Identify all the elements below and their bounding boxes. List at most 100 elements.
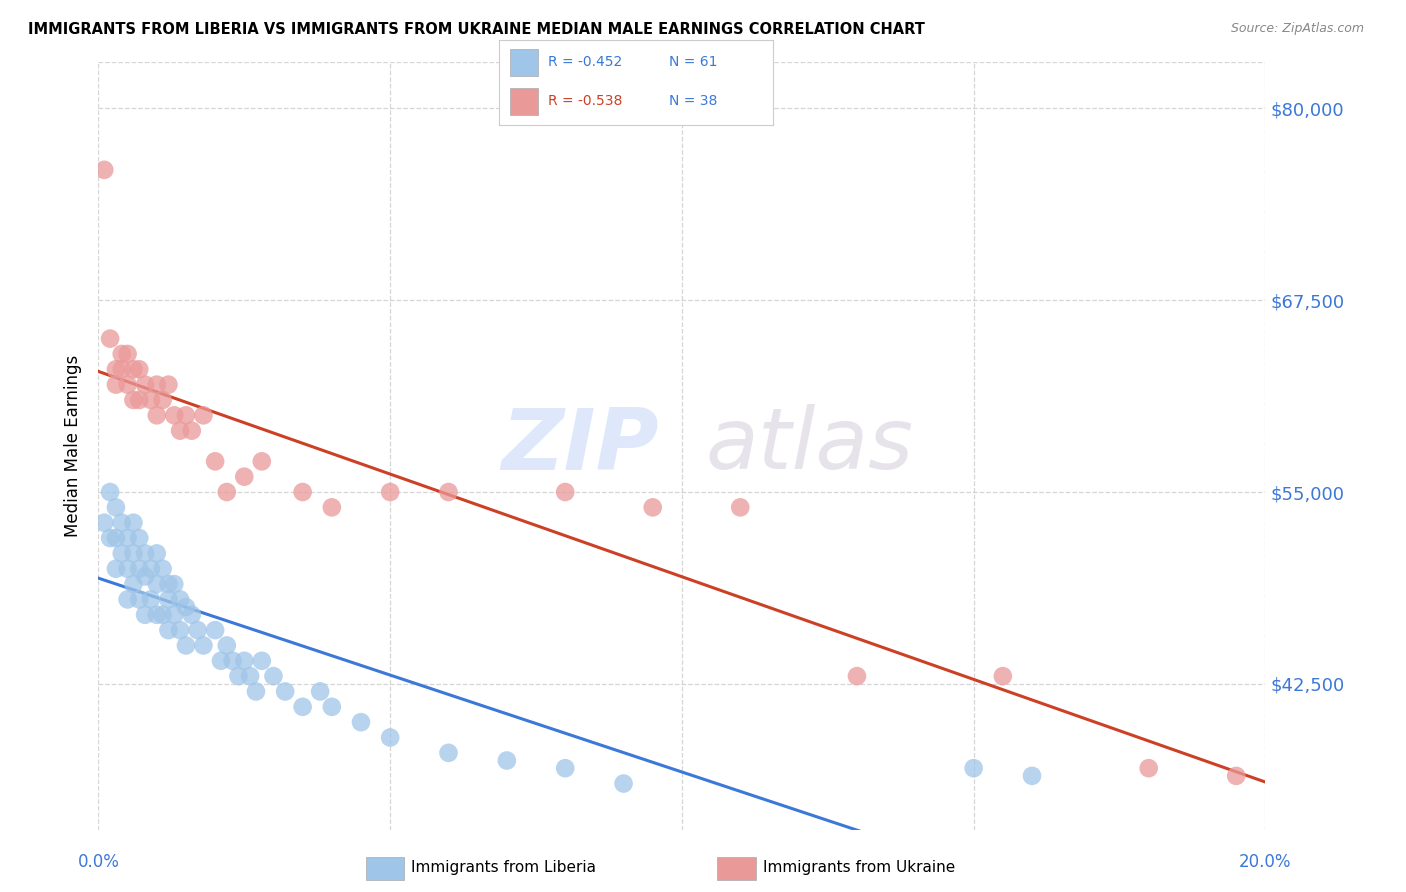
Point	[146, 409, 169, 423]
Point	[157, 377, 180, 392]
Point	[163, 577, 186, 591]
Point	[180, 424, 202, 438]
Point	[169, 623, 191, 637]
Point	[117, 562, 139, 576]
Point	[991, 669, 1014, 683]
Point	[962, 761, 984, 775]
Point	[122, 392, 145, 407]
Point	[174, 639, 197, 653]
Point	[122, 362, 145, 376]
Point	[193, 409, 215, 423]
Point	[93, 162, 115, 177]
Point	[187, 623, 209, 637]
Point	[193, 639, 215, 653]
Point	[152, 562, 174, 576]
Point	[134, 377, 156, 392]
Point	[111, 347, 134, 361]
Point	[1225, 769, 1247, 783]
Bar	[510, 49, 537, 76]
Point	[139, 562, 162, 576]
Point	[554, 485, 576, 500]
Point	[93, 516, 115, 530]
Point	[128, 531, 150, 545]
Point	[1021, 769, 1043, 783]
Point	[111, 362, 134, 376]
Point	[152, 392, 174, 407]
Point	[117, 347, 139, 361]
Bar	[510, 87, 537, 115]
Bar	[717, 857, 756, 880]
Point	[104, 531, 127, 545]
Text: ZIP: ZIP	[501, 404, 658, 488]
Point	[215, 639, 238, 653]
Point	[146, 607, 169, 622]
Point	[245, 684, 267, 698]
Point	[152, 607, 174, 622]
Point	[250, 454, 273, 468]
Point	[437, 485, 460, 500]
Point	[204, 623, 226, 637]
Text: R = -0.538: R = -0.538	[548, 95, 623, 108]
Point	[104, 377, 127, 392]
Point	[128, 362, 150, 376]
Bar	[366, 857, 405, 880]
Point	[117, 592, 139, 607]
Point	[139, 392, 162, 407]
Point	[437, 746, 460, 760]
Point	[117, 531, 139, 545]
Point	[180, 607, 202, 622]
Point	[291, 699, 314, 714]
Text: atlas: atlas	[706, 404, 914, 488]
Text: Immigrants from Liberia: Immigrants from Liberia	[412, 860, 596, 875]
Point	[209, 654, 232, 668]
Point	[233, 654, 256, 668]
Text: Source: ZipAtlas.com: Source: ZipAtlas.com	[1230, 22, 1364, 36]
Point	[134, 546, 156, 560]
Point	[612, 776, 634, 790]
Point	[104, 362, 127, 376]
Point	[128, 592, 150, 607]
Point	[350, 715, 373, 730]
Point	[157, 592, 180, 607]
Point	[380, 731, 402, 745]
Point	[174, 600, 197, 615]
Y-axis label: Median Male Earnings: Median Male Earnings	[65, 355, 83, 537]
Point	[554, 761, 576, 775]
Point	[122, 577, 145, 591]
Point	[174, 409, 197, 423]
Point	[169, 424, 191, 438]
Point	[146, 577, 169, 591]
Point	[111, 546, 134, 560]
Point	[262, 669, 284, 683]
Point	[117, 377, 139, 392]
Point	[139, 592, 162, 607]
Point	[163, 607, 186, 622]
Point	[122, 516, 145, 530]
Point	[641, 500, 664, 515]
Point	[128, 562, 150, 576]
Point	[1137, 761, 1160, 775]
Point	[98, 332, 121, 346]
Point	[111, 516, 134, 530]
Point	[163, 409, 186, 423]
Point	[98, 531, 121, 545]
Text: N = 61: N = 61	[669, 55, 717, 70]
Text: 20.0%: 20.0%	[1239, 853, 1292, 871]
Point	[250, 654, 273, 668]
Point	[221, 654, 243, 668]
Point	[157, 623, 180, 637]
Point	[730, 500, 752, 515]
Point	[146, 377, 169, 392]
Point	[291, 485, 314, 500]
Point	[274, 684, 297, 698]
Point	[380, 485, 402, 500]
Point	[204, 454, 226, 468]
Text: IMMIGRANTS FROM LIBERIA VS IMMIGRANTS FROM UKRAINE MEDIAN MALE EARNINGS CORRELAT: IMMIGRANTS FROM LIBERIA VS IMMIGRANTS FR…	[28, 22, 925, 37]
Point	[321, 500, 343, 515]
Point	[134, 569, 156, 583]
Point	[104, 500, 127, 515]
Point	[146, 546, 169, 560]
Point	[134, 607, 156, 622]
Text: 0.0%: 0.0%	[77, 853, 120, 871]
Point	[309, 684, 332, 698]
